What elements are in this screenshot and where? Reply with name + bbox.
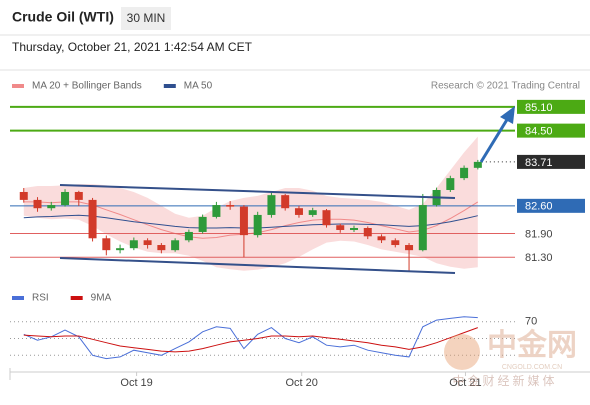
forecast-arrow (479, 117, 510, 163)
candle-body (129, 240, 138, 249)
watermark: 中金网 CNGOLD.COM.CN 中金财经新媒体 (444, 328, 577, 388)
candle-body (391, 240, 400, 246)
moving-average (23, 214, 478, 229)
candle-body (171, 240, 180, 251)
candle-body (198, 216, 207, 232)
candle-body (377, 236, 386, 241)
candle-body (226, 205, 235, 207)
level-label: 83.71 (525, 157, 553, 169)
level-label: 85.10 (525, 102, 553, 114)
level-label: 82.60 (525, 201, 553, 213)
candle-body (336, 225, 345, 230)
candle-body (102, 238, 111, 251)
x-tick-label: Oct 19 (120, 377, 152, 389)
level-box (517, 198, 585, 213)
candle-body (322, 210, 331, 226)
datetime: Thursday, October 21, 2021 1:42:54 AM CE… (12, 40, 253, 54)
level-label: 81.30 (525, 252, 553, 264)
rsi-line (23, 327, 478, 353)
candle-body (294, 208, 303, 215)
candle-body (157, 245, 166, 251)
candle-body (405, 245, 414, 251)
candle-body (33, 199, 42, 209)
candle-body (446, 178, 455, 190)
level-label: 81.90 (525, 228, 553, 240)
legend-swatch (12, 296, 24, 300)
legend-swatch (70, 296, 83, 300)
source: Research © 2021 Trading Central (431, 81, 580, 92)
level-box (517, 99, 585, 114)
channel-line (59, 184, 456, 199)
candle-body (143, 240, 152, 246)
legend-swatch (12, 84, 24, 88)
forecast-arrowhead (500, 106, 515, 124)
legend-label: 9MA (91, 293, 112, 304)
candle-body (308, 210, 317, 215)
candle-body (418, 205, 427, 251)
legend-label: MA 20 + Bollinger Bands (32, 81, 142, 92)
candle-body (460, 167, 469, 179)
candle-body (74, 191, 83, 200)
candle-body (184, 231, 193, 241)
title: Crude Oil (WTI) (12, 9, 114, 25)
timeframe: 30 MIN (127, 11, 166, 25)
rsi-line (23, 316, 478, 360)
candle-body (212, 205, 221, 217)
watermark-domain: CNGOLD.COM.CN (502, 364, 562, 371)
candle-body (281, 195, 290, 209)
candle-body (88, 199, 97, 239)
timeframe-box (121, 7, 171, 30)
candle-body (239, 206, 248, 236)
level-label: 84.50 (525, 126, 553, 138)
candle-body (473, 161, 482, 168)
bollinger-band (23, 136, 478, 271)
x-tick-label: Oct 21 (449, 377, 481, 389)
watermark-logo (444, 334, 480, 370)
y-tick-label: 70 (525, 316, 537, 328)
candle-body (61, 191, 70, 206)
x-tick-label: Oct 20 (286, 377, 318, 389)
watermark-name: 中金网 (487, 328, 577, 362)
candle-body (253, 214, 262, 236)
candle-body (363, 228, 372, 237)
legend-label: MA 50 (184, 81, 213, 92)
candle-body (267, 195, 276, 215)
candle-body (47, 205, 56, 209)
candle-body (350, 228, 359, 230)
level-box (517, 154, 585, 169)
candle-body (116, 248, 125, 251)
watermark-tagline: 中金财经新媒体 (452, 373, 557, 388)
channel-line (59, 257, 456, 274)
candle-body (19, 191, 28, 200)
legend-swatch (163, 84, 176, 88)
legend-label: RSI (32, 293, 49, 304)
level-box (517, 123, 585, 138)
